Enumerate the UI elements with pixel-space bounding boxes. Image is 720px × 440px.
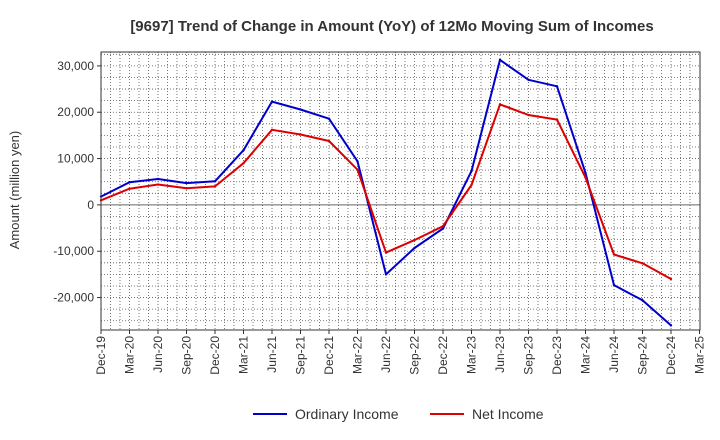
x-tick-label: Mar-25: [693, 336, 707, 374]
data-point-net-income: [299, 133, 302, 136]
y-tick-label: 0: [87, 198, 94, 212]
data-point-net-income: [185, 187, 188, 190]
data-point-ordinary-income: [299, 108, 302, 111]
x-tick-label: Dec-21: [322, 336, 336, 375]
data-point-ordinary-income: [669, 324, 673, 327]
x-axis-ticks: Dec-19 Mar-20 Jun-20 Sep-20 Dec-20 Mar-21 Jun-…: [94, 330, 707, 375]
y-axis-label: Amount (million yen): [7, 131, 22, 250]
data-point-ordinary-income: [242, 149, 245, 152]
chart-title: [9697] Trend of Change in Amount (YoY) o…: [130, 18, 653, 35]
data-point-net-income: [128, 187, 131, 190]
x-tick-label: Mar-24: [579, 336, 593, 374]
x-tick-label: Mar-20: [123, 336, 137, 374]
plot-frame: [100, 51, 701, 331]
data-point-net-income: [641, 262, 644, 265]
data-point-net-income: [156, 183, 160, 186]
data-point-ordinary-income: [527, 78, 530, 82]
data-point-net-income: [669, 277, 673, 281]
data-point-ordinary-income: [584, 171, 587, 175]
data-point-net-income: [470, 183, 473, 187]
data-point-net-income: [413, 238, 416, 242]
data-point-ordinary-income: [156, 177, 160, 181]
x-tick-label: Sep-20: [180, 336, 194, 375]
data-point-net-income: [242, 162, 245, 165]
x-tick-label: Sep-21: [294, 336, 308, 375]
x-tick-label: Jun-22: [379, 336, 393, 373]
data-point-net-income: [213, 185, 217, 188]
data-point-ordinary-income: [270, 100, 274, 103]
x-tick-label: Mar-21: [237, 336, 251, 374]
x-tick-label: Jun-21: [265, 336, 279, 373]
x-tick-label: Jun-20: [151, 336, 165, 373]
y-axis-ticks: 30,000 20,000 10,000 0 -10,000 -20,000: [53, 59, 101, 305]
x-tick-label: Sep-22: [408, 336, 422, 375]
legend-label-net-income: Net Income: [472, 406, 544, 422]
data-point-ordinary-income: [213, 180, 217, 183]
series-layer: [99, 58, 673, 327]
data-point-net-income: [555, 118, 559, 121]
data-point-net-income: [612, 253, 616, 256]
x-tick-label: Dec-23: [550, 336, 564, 375]
data-point-ordinary-income: [612, 283, 616, 287]
data-point-ordinary-income: [128, 180, 131, 184]
x-tick-label: Dec-24: [664, 336, 678, 375]
x-tick-label: Sep-24: [636, 336, 650, 375]
grid: [101, 52, 700, 330]
y-tick-label: 10,000: [57, 152, 94, 166]
x-tick-label: Dec-19: [94, 336, 108, 375]
y-tick-label: -10,000: [53, 244, 94, 258]
data-point-net-income: [327, 139, 331, 143]
data-point-ordinary-income: [384, 273, 388, 276]
data-point-ordinary-income: [327, 117, 331, 120]
data-point-net-income: [270, 128, 274, 132]
x-tick-label: Sep-23: [522, 336, 536, 375]
plot-area: [101, 52, 700, 330]
data-point-net-income: [498, 103, 502, 106]
data-point-net-income: [441, 225, 445, 228]
data-point-ordinary-income: [470, 169, 473, 173]
x-tick-label: Mar-22: [351, 336, 365, 374]
data-point-ordinary-income: [356, 160, 359, 163]
data-point-net-income: [584, 176, 587, 179]
data-point-ordinary-income: [555, 85, 559, 88]
legend-label-ordinary-income: Ordinary Income: [295, 406, 399, 422]
x-tick-label: Jun-24: [607, 336, 621, 373]
x-tick-label: Mar-23: [465, 336, 479, 374]
legend: Ordinary Income Net Income: [253, 406, 544, 422]
y-tick-label: 20,000: [57, 105, 94, 119]
data-point-net-income: [356, 168, 359, 171]
x-tick-label: Dec-20: [208, 336, 222, 375]
data-point-ordinary-income: [641, 299, 644, 302]
x-tick-label: Dec-22: [436, 336, 450, 375]
y-tick-label: -20,000: [53, 291, 94, 305]
x-tick-label: Jun-23: [493, 336, 507, 373]
data-point-ordinary-income: [185, 181, 188, 185]
data-point-ordinary-income: [498, 58, 502, 62]
data-point-net-income: [384, 251, 388, 254]
data-point-ordinary-income: [441, 227, 445, 230]
y-tick-label: 30,000: [57, 59, 94, 73]
data-point-ordinary-income: [413, 246, 416, 250]
data-point-net-income: [527, 113, 530, 117]
